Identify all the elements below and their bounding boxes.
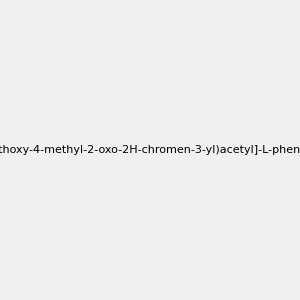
Text: N-[(7-methoxy-4-methyl-2-oxo-2H-chromen-3-yl)acetyl]-L-phenylalanine: N-[(7-methoxy-4-methyl-2-oxo-2H-chromen-… [0, 145, 300, 155]
